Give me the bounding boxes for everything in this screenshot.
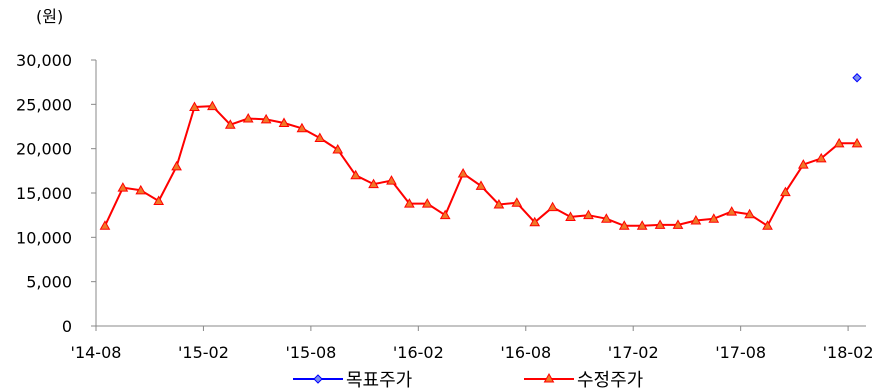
y-axis: 30,000 25,000 20,000 15,000 10,000 5,000 0 — [16, 51, 97, 336]
adjusted-price-point — [708, 213, 720, 223]
adjusted-price-point — [404, 198, 415, 208]
legend-triangle-icon — [543, 372, 555, 383]
legend-diamond-icon — [313, 374, 323, 384]
adjusted-price-point — [296, 122, 308, 133]
unit-label: (원) — [36, 7, 63, 26]
adjusted-price-point — [726, 206, 738, 216]
legend-item-adjusted-price: 수정주가 — [524, 370, 643, 390]
adjusted-price-point — [386, 175, 397, 185]
adjusted-price-point — [762, 220, 773, 230]
x-tick-label: '16-02 — [393, 343, 444, 362]
y-tick-label: 20,000 — [16, 140, 72, 159]
adjusted-price-point — [207, 100, 218, 111]
series-layer — [99, 73, 863, 230]
legend-label-target-price: 목표주가 — [346, 370, 412, 390]
adjusted-price-point — [833, 137, 845, 148]
adjusted-price-point — [511, 197, 523, 207]
adjusted-price-point — [260, 113, 272, 124]
adjusted-price-point — [421, 198, 433, 208]
y-tick-label: 10,000 — [16, 228, 72, 247]
y-tick-label: 25,000 — [16, 95, 72, 114]
y-tick-label: 5,000 — [26, 273, 72, 292]
adjusted-price-point — [851, 137, 863, 148]
target-price-point — [852, 73, 862, 83]
y-tick-label: 30,000 — [16, 51, 72, 70]
adjusted-price-line — [104, 105, 857, 227]
adjusted-price-point — [314, 132, 326, 143]
adjusted-price-point — [547, 201, 558, 212]
adjusted-price-point — [99, 220, 111, 230]
adjusted-price-point — [189, 101, 200, 111]
x-axis: '14-08 '15-02 '15-08 '16-02 '16-08 '17-02 '17-… — [71, 325, 874, 362]
adjusted-price-point — [350, 169, 362, 180]
adjusted-price-point — [439, 209, 451, 220]
adjusted-price-point — [171, 160, 182, 171]
adjusted-price-point — [224, 119, 236, 129]
adjusted-price-point — [744, 208, 755, 219]
x-tick-label: '15-08 — [285, 343, 336, 362]
adjusted-price-point — [636, 220, 648, 230]
adjusted-price-point — [690, 214, 702, 225]
adjusted-price-point — [135, 184, 147, 195]
adjusted-price-point — [368, 178, 379, 189]
adjusted-price-point — [332, 144, 344, 154]
adjusted-price-point — [529, 216, 541, 227]
adjusted-price-point — [117, 182, 129, 192]
x-tick-label: '16-08 — [500, 343, 551, 362]
legend-item-target-price: 목표주가 — [293, 370, 412, 390]
legend-label-adjusted-price: 수정주가 — [577, 370, 643, 390]
adjusted-price-point — [565, 211, 576, 221]
adjusted-price-point — [493, 199, 505, 209]
y-tick-label: 15,000 — [16, 184, 72, 203]
adjusted-price-point — [672, 219, 684, 229]
x-tick-label: '17-08 — [715, 343, 766, 362]
x-tick-label: '15-02 — [178, 343, 229, 362]
adjusted-price-point — [618, 220, 630, 230]
adjusted-price-point — [654, 219, 666, 229]
adjusted-price-point — [780, 186, 791, 197]
y-tick-label: 0 — [62, 317, 72, 336]
adjusted-price-point — [583, 209, 594, 220]
x-tick-label: '18-02 — [823, 343, 874, 362]
adjusted-price-point — [153, 195, 165, 205]
adjusted-price-point — [797, 159, 809, 169]
x-tick-label: '17-02 — [608, 343, 659, 362]
adjusted-price-point — [457, 167, 469, 178]
legend: 목표주가 수정주가 — [293, 370, 643, 390]
adjusted-price-point — [475, 180, 487, 190]
x-tick-label: '14-08 — [71, 343, 122, 362]
adjusted-price-point — [278, 117, 290, 127]
adjusted-price-point — [242, 113, 254, 123]
adjusted-price-point — [600, 213, 612, 223]
adjusted-price-point — [815, 152, 827, 163]
